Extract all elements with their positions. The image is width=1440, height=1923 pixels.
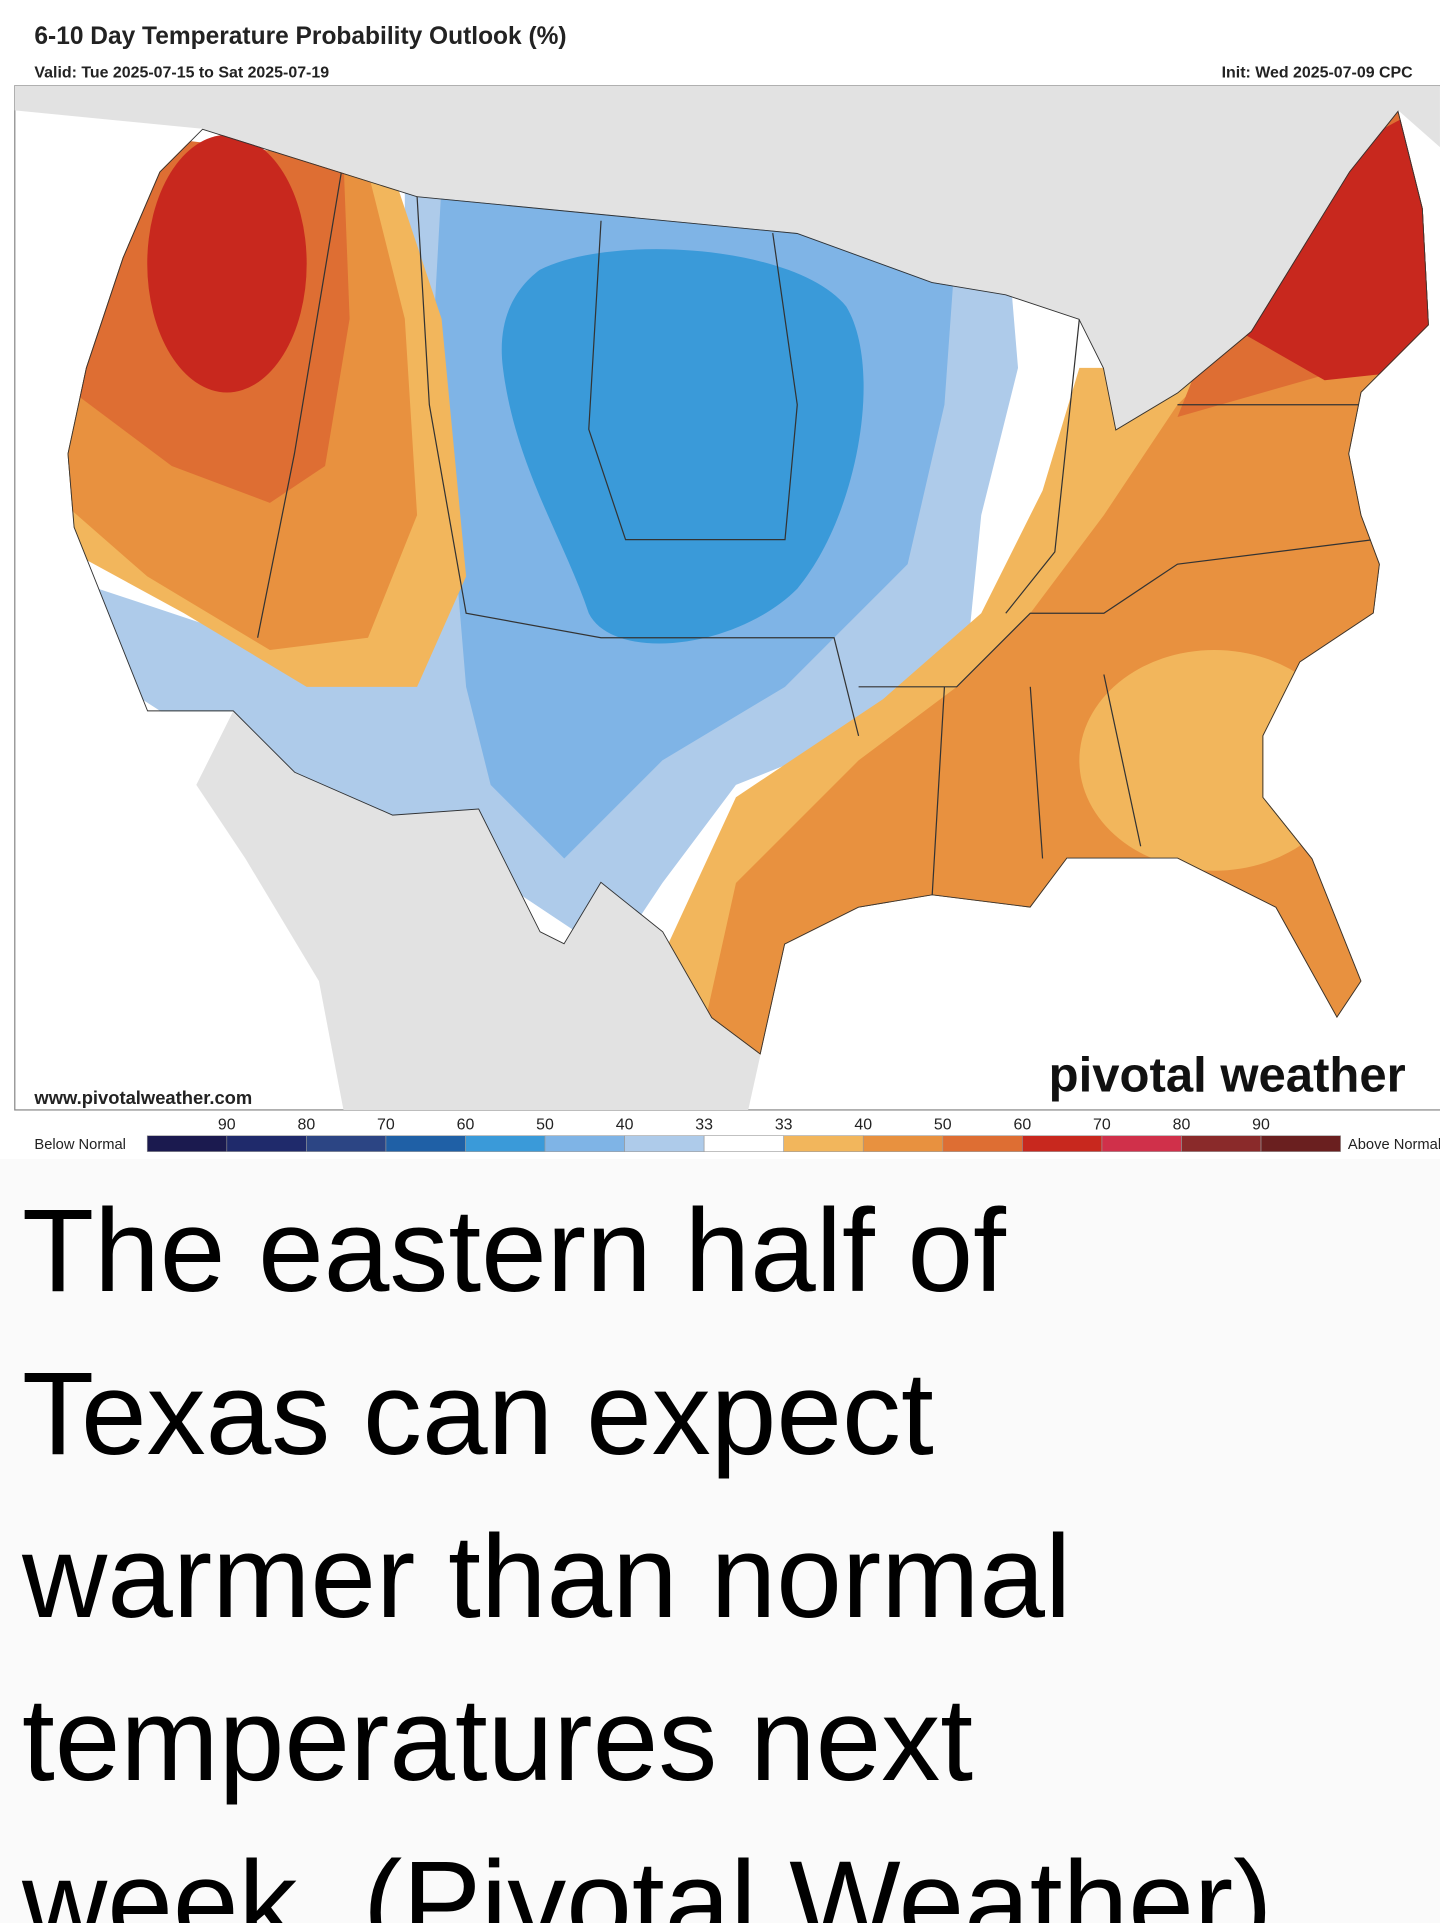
valid-dates: Valid: Tue 2025-07-15 to Sat 2025-07-19 [34, 64, 329, 81]
legend-swatch [862, 1135, 944, 1152]
caption-line: warmer than normal [22, 1511, 1072, 1643]
map-title: 6-10 Day Temperature Probability Outlook… [34, 23, 566, 50]
legend-swatch [1181, 1135, 1262, 1152]
logo: pivotal weather [1049, 1049, 1406, 1103]
legend-tick-label: 80 [297, 1117, 315, 1134]
above-normal-label: Above Normal [1348, 1137, 1440, 1153]
caption-line: week. (Pivotal Weather) [22, 1837, 1273, 1923]
legend-tick-label: 50 [536, 1117, 554, 1134]
legend-tick-label: 90 [218, 1117, 236, 1134]
legend-swatch [624, 1135, 705, 1152]
legend-swatch [942, 1135, 1023, 1152]
legend-swatch [703, 1135, 785, 1152]
canada [14, 85, 1440, 430]
legend-swatch [783, 1135, 864, 1152]
legend-swatch [146, 1135, 228, 1152]
legend-swatch [544, 1135, 625, 1152]
legend-swatch [1101, 1135, 1182, 1152]
caption: The eastern half of Texas can expect warme… [22, 1170, 1440, 1923]
legend-tick-label: 70 [1093, 1117, 1111, 1134]
legend-tick-label: 90 [1252, 1117, 1270, 1134]
legend-tick-label: 70 [377, 1117, 395, 1134]
legend-swatch [1022, 1135, 1103, 1152]
legend: 90 80 70 60 50 40 33 33 40 50 60 70 80 90 [146, 1117, 1341, 1152]
legend-swatch [306, 1135, 387, 1152]
caption-line: Texas can expect [22, 1348, 934, 1480]
legend-swatch [226, 1135, 307, 1152]
legend-tick-label: 40 [854, 1117, 872, 1134]
legend-swatch [465, 1135, 546, 1152]
mexico [196, 711, 761, 1110]
init-date: Init: Wed 2025-07-09 CPC [1222, 64, 1414, 81]
legend-tick-label: 50 [934, 1117, 952, 1134]
legend-tick-label: 80 [1173, 1117, 1191, 1134]
legend-tick-label: 40 [616, 1117, 634, 1134]
legend-swatch [1260, 1135, 1341, 1152]
caption-line: temperatures next [22, 1674, 974, 1806]
legend-tick-label: 33 [775, 1117, 793, 1134]
outlook-map: 6-10 Day Temperature Probability Outlook… [14, 23, 1440, 1154]
website: www.pivotalweather.com [33, 1087, 252, 1108]
legend-swatch [385, 1135, 466, 1152]
legend-tick-label: 60 [1013, 1117, 1031, 1134]
below-normal-label: Below Normal [34, 1137, 126, 1153]
caption-line: The eastern half of [22, 1185, 1006, 1317]
legend-tick-label: 33 [695, 1117, 713, 1134]
legend-tick-label: 60 [457, 1117, 475, 1134]
